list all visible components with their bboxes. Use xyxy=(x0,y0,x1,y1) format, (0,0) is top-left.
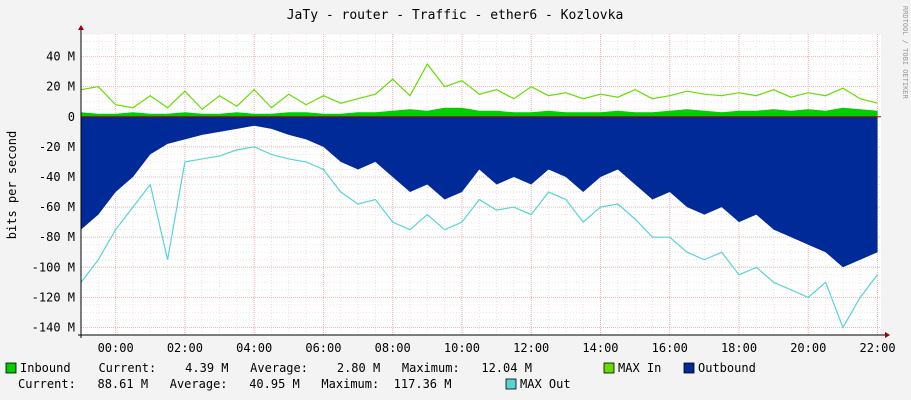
inbound-swatch xyxy=(5,362,17,374)
y-tick-label: 40 M xyxy=(46,50,75,64)
legend-max-out-label: MAX Out xyxy=(520,377,571,391)
x-tick-label: 00:00 xyxy=(98,341,134,355)
legend-outbound-label: Outbound xyxy=(698,361,756,375)
y-tick-label: -100 M xyxy=(32,260,75,274)
x-tick-label: 18:00 xyxy=(721,341,757,355)
data-series xyxy=(80,63,879,329)
x-tick-labels: 00:00 02:00 04:00 06:00 08:00 10:00 12:00 14:00… xyxy=(98,341,896,355)
outbound-swatch xyxy=(683,362,695,374)
max-in-line xyxy=(80,63,878,111)
x-tick-label: 04:00 xyxy=(236,341,272,355)
legend-max-in-label: MAX In xyxy=(618,361,661,375)
y-tick-label: -60 M xyxy=(39,200,75,214)
legend-inbound-stats: Current: 4.39 M Average: 2.80 M Maximum:… xyxy=(84,361,532,375)
legend: Inbound Current: 4.39 M Average: 2.80 M … xyxy=(5,361,756,391)
outbound-area xyxy=(81,116,878,268)
y-axis-arrow xyxy=(78,25,84,30)
x-axis-arrow xyxy=(885,332,890,338)
max-out-line xyxy=(80,146,879,329)
y-axis-label: bits per second xyxy=(5,131,19,239)
y-tick-label: -140 M xyxy=(32,320,75,334)
x-tick-label: 14:00 xyxy=(582,341,618,355)
x-tick-label: 10:00 xyxy=(444,341,480,355)
x-tick-label: 08:00 xyxy=(375,341,411,355)
y-tick-label: 0 xyxy=(68,110,75,124)
max-out-swatch xyxy=(505,378,517,390)
x-tick-label: 12:00 xyxy=(513,341,549,355)
x-tick-label: 02:00 xyxy=(167,341,203,355)
y-tick-label: -20 M xyxy=(39,140,75,154)
inbound-area xyxy=(81,107,878,117)
x-tick-label: 16:00 xyxy=(652,341,688,355)
legend-outbound-stats: Current: 88.61 M Average: 40.95 M Maximu… xyxy=(18,377,451,391)
axes xyxy=(78,25,890,338)
legend-inbound-label: Inbound xyxy=(20,361,71,375)
max-in-swatch xyxy=(603,362,615,374)
x-tick-label: 06:00 xyxy=(305,341,341,355)
rrdtool-watermark: RRDTOOL / TOBI OETIKER xyxy=(901,6,909,100)
x-tick-label: 20:00 xyxy=(790,341,826,355)
x-tick-label: 22:00 xyxy=(859,341,895,355)
y-tick-label: -80 M xyxy=(39,230,75,244)
y-tick-label: 20 M xyxy=(46,80,75,94)
y-tick-label: -120 M xyxy=(32,290,75,304)
y-tick-label: -40 M xyxy=(39,170,75,184)
y-tick-labels: 40 M 20 M 0 -20 M -40 M -60 M -80 M -100 M -120 … xyxy=(32,50,75,335)
chart-title: JaTy - router - Traffic - ether6 - Kozlo… xyxy=(287,8,624,23)
